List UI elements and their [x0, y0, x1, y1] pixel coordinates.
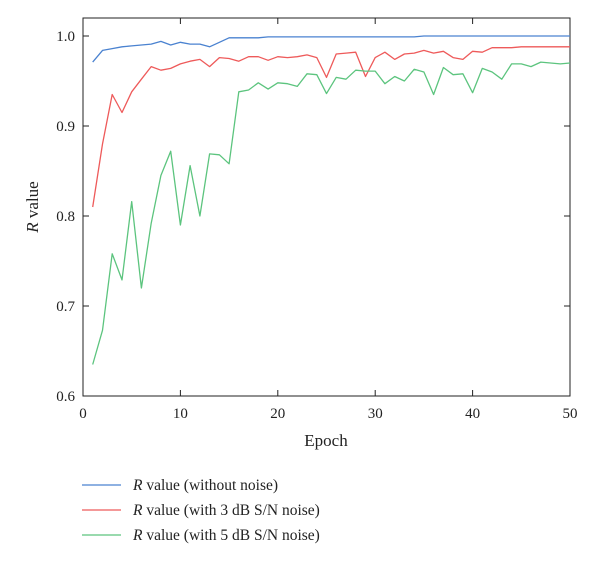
- x-tick-label: 10: [173, 406, 188, 422]
- y-tick-label: 0.7: [56, 299, 75, 315]
- plot-frame: [82, 17, 571, 397]
- series-line-1: [92, 35, 570, 63]
- x-tick-label: 50: [563, 406, 578, 422]
- axis-ticks: [82, 18, 571, 397]
- series-line-3: [92, 61, 571, 365]
- legend-label-2: R value (with 3 dB S/N noise): [132, 502, 320, 519]
- legend-label-rest: value (with 5 dB S/N noise): [142, 527, 319, 544]
- legend-label-italic: R: [132, 527, 143, 544]
- x-tick-label: 40: [465, 406, 480, 422]
- y-axis-title-italic: R: [23, 222, 42, 234]
- y-tick-label: 0.8: [56, 209, 75, 225]
- legend: R value (without noise)R value (with 3 d…: [82, 477, 320, 544]
- legend-label-italic: R: [132, 502, 143, 519]
- legend-label-rest: value (with 3 dB S/N noise): [142, 502, 319, 519]
- legend-label-rest: value (without noise): [142, 477, 278, 494]
- x-axis-title: Epoch: [304, 431, 348, 450]
- legend-label-italic: R: [132, 477, 143, 494]
- tick-labels: 0 10 20 30 40 50 0.6 0.7 0.8 0.9 1.0: [56, 29, 577, 422]
- legend-label-1: R value (without noise): [132, 477, 278, 494]
- y-tick-label: 0.9: [56, 119, 75, 135]
- series-lines: [92, 35, 571, 365]
- y-tick-label: 1.0: [56, 29, 75, 45]
- series-line-2: [92, 46, 570, 208]
- y-tick-label: 0.6: [56, 389, 75, 405]
- y-axis-title: R value: [23, 181, 42, 233]
- x-tick-label: 20: [270, 406, 285, 422]
- x-tick-label: 30: [368, 406, 383, 422]
- y-axis-title-rest: value: [23, 181, 42, 222]
- x-tick-label: 0: [79, 406, 87, 422]
- legend-label-3: R value (with 5 dB S/N noise): [132, 527, 320, 544]
